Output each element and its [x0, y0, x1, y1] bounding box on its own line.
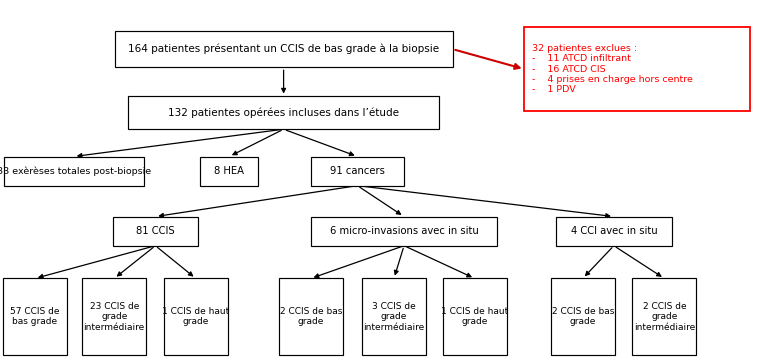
Text: 164 patientes présentant un CCIS de bas grade à la biopsie: 164 patientes présentant un CCIS de bas …	[128, 44, 439, 54]
FancyBboxPatch shape	[82, 278, 146, 355]
Text: 32 patientes exclues :
-    11 ATCD infiltrant
-    16 ATCD CIS
-    4 prises en: 32 patientes exclues : - 11 ATCD infiltr…	[532, 44, 693, 95]
Text: 33 exèrèses totales post-biopsie: 33 exèrèses totales post-biopsie	[0, 166, 151, 176]
Text: 3 CCIS de
grade
intermédiaire: 3 CCIS de grade intermédiaire	[364, 302, 424, 332]
FancyBboxPatch shape	[279, 278, 343, 355]
Text: 1 CCIS de haut
grade: 1 CCIS de haut grade	[162, 307, 229, 327]
Text: 6 micro-invasions avec in situ: 6 micro-invasions avec in situ	[329, 226, 479, 236]
Text: 1 CCIS de haut
grade: 1 CCIS de haut grade	[441, 307, 508, 327]
Text: 132 patientes opérées incluses dans l’étude: 132 patientes opérées incluses dans l’ét…	[168, 108, 399, 118]
Text: 4 CCI avec in situ: 4 CCI avec in situ	[570, 226, 657, 236]
FancyBboxPatch shape	[311, 157, 404, 186]
FancyBboxPatch shape	[164, 278, 228, 355]
FancyBboxPatch shape	[115, 31, 452, 67]
FancyBboxPatch shape	[551, 278, 615, 355]
FancyBboxPatch shape	[4, 157, 144, 186]
FancyBboxPatch shape	[3, 278, 67, 355]
Text: 23 CCIS de
grade
intermédiaire: 23 CCIS de grade intermédiaire	[84, 302, 145, 332]
Text: 57 CCIS de
bas grade: 57 CCIS de bas grade	[10, 307, 60, 327]
FancyBboxPatch shape	[556, 217, 672, 246]
FancyBboxPatch shape	[443, 278, 507, 355]
FancyBboxPatch shape	[524, 27, 750, 111]
FancyBboxPatch shape	[128, 96, 439, 129]
Text: 2 CCIS de bas
grade: 2 CCIS de bas grade	[280, 307, 342, 327]
FancyBboxPatch shape	[362, 278, 426, 355]
FancyBboxPatch shape	[113, 217, 198, 246]
Text: 2 CCIS de bas
grade: 2 CCIS de bas grade	[552, 307, 614, 327]
Text: 91 cancers: 91 cancers	[330, 166, 385, 176]
FancyBboxPatch shape	[311, 217, 497, 246]
Text: 81 CCIS: 81 CCIS	[136, 226, 175, 236]
Text: 2 CCIS de
grade
intermédiaire: 2 CCIS de grade intermédiaire	[634, 302, 695, 332]
Text: 8 HEA: 8 HEA	[214, 166, 244, 176]
FancyBboxPatch shape	[200, 157, 258, 186]
FancyBboxPatch shape	[632, 278, 696, 355]
